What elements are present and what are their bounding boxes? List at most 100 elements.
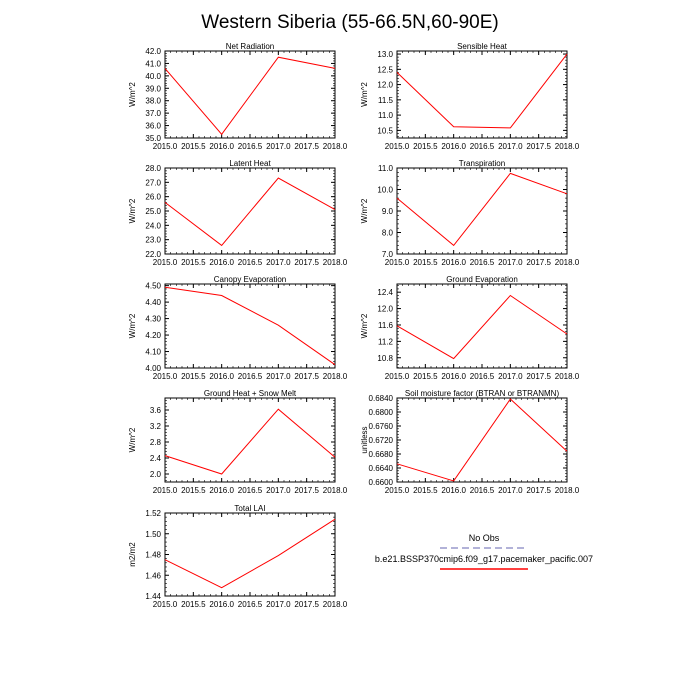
y-tick-label: 2.8	[150, 438, 162, 447]
x-tick-label: 2015.0	[385, 486, 410, 495]
x-tick-label: 2018.0	[555, 142, 580, 151]
figure-title: Western Siberia (55-66.5N,60-90E)	[201, 12, 498, 33]
y-tick-label: 9.0	[382, 207, 394, 216]
y-axis-label: W/m^2	[128, 427, 137, 452]
x-tick-label: 2017.5	[294, 142, 319, 151]
x-tick-label: 2018.0	[555, 258, 580, 267]
x-tick-label: 2015.0	[153, 372, 178, 381]
y-tick-label: 4.40	[145, 298, 161, 307]
y-tick-label: 8.0	[382, 229, 394, 238]
y-tick-label: 36.0	[145, 122, 161, 131]
y-tick-label: 1.50	[145, 530, 161, 539]
y-tick-label: 12.5	[377, 65, 393, 74]
series-line	[164, 56, 336, 136]
x-tick-label: 2017.0	[498, 372, 523, 381]
panel-title: Canopy Evaporation	[214, 275, 287, 284]
series-line	[396, 172, 568, 247]
y-tick-label: 42.0	[145, 47, 161, 56]
y-tick-label: 12.0	[377, 81, 393, 90]
x-tick-label: 2017.0	[266, 142, 291, 151]
x-tick-label: 2015.0	[385, 372, 410, 381]
x-tick-label: 2016.5	[470, 372, 495, 381]
y-tick-label: 11.0	[378, 111, 394, 120]
y-tick-label: 38.0	[145, 97, 161, 106]
x-tick-label: 2016.0	[209, 142, 234, 151]
panel-canopy-evaporation: Canopy Evaporation 2015.0 2015.5 2016.0 2016…	[128, 275, 348, 381]
x-tick-label: 2016.5	[238, 600, 263, 609]
panel-title: Soil moisture factor (BTRAN or BTRANMN)	[405, 389, 560, 398]
y-tick-label: 11.0	[378, 164, 394, 173]
x-tick-label: 2017.0	[266, 486, 291, 495]
x-tick-label: 2017.0	[498, 142, 523, 151]
x-tick-label: 2016.5	[470, 142, 495, 151]
x-tick-label: 2017.0	[266, 600, 291, 609]
x-tick-label: 2018.0	[555, 486, 580, 495]
x-tick-label: 2015.5	[413, 258, 438, 267]
y-tick-label: 0.6640	[369, 464, 394, 473]
x-tick-label: 2015.5	[181, 600, 206, 609]
x-tick-label: 2016.0	[441, 258, 466, 267]
x-tick-label: 2016.5	[238, 372, 263, 381]
y-tick-label: 1.48	[145, 551, 161, 560]
y-axis-label: unitless	[360, 426, 369, 453]
y-tick-label: 0.6720	[369, 436, 394, 445]
y-tick-label: 10.8	[377, 354, 393, 363]
panel-title: Ground Heat + Snow Melt	[204, 389, 297, 398]
y-axis-label: W/m^2	[360, 82, 369, 107]
y-tick-label: 2.0	[150, 470, 162, 479]
y-tick-label: 27.0	[145, 178, 161, 187]
y-tick-label: 11.5	[378, 96, 394, 105]
y-tick-label: 0.6600	[369, 478, 394, 487]
x-tick-label: 2015.0	[153, 486, 178, 495]
y-tick-label: 12.0	[377, 305, 393, 314]
y-tick-label: 7.0	[382, 250, 394, 259]
x-tick-label: 2015.0	[385, 258, 410, 267]
x-tick-label: 2016.0	[441, 142, 466, 151]
y-axis-label: W/m^2	[128, 82, 137, 107]
x-tick-label: 2018.0	[323, 142, 348, 151]
y-axis-label: W/m^2	[128, 313, 137, 338]
x-tick-label: 2015.5	[181, 372, 206, 381]
x-tick-label: 2016.0	[209, 600, 234, 609]
x-tick-label: 2017.5	[294, 258, 319, 267]
panel-title: Sensible Heat	[457, 42, 508, 51]
y-tick-label: 10.0	[377, 186, 393, 195]
y-tick-label: 39.0	[145, 84, 161, 93]
x-tick-label: 2015.5	[181, 486, 206, 495]
y-tick-label: 22.0	[145, 250, 161, 259]
y-tick-label: 0.6760	[369, 422, 394, 431]
panel-title: Ground Evaporation	[446, 275, 518, 284]
x-tick-label: 2015.5	[413, 486, 438, 495]
panel-soil-moisture-factor-btran-or-btranmn: Soil moisture factor (BTRAN or BTRANMN) 2…	[360, 389, 580, 495]
series-line	[164, 518, 336, 589]
x-tick-label: 2017.0	[498, 486, 523, 495]
x-tick-label: 2016.0	[441, 372, 466, 381]
y-tick-label: 3.2	[150, 422, 162, 431]
x-tick-label: 2015.0	[153, 142, 178, 151]
y-tick-label: 13.0	[377, 50, 393, 59]
x-tick-label: 2015.0	[385, 142, 410, 151]
x-tick-label: 2017.5	[526, 142, 551, 151]
x-tick-label: 2017.0	[266, 372, 291, 381]
x-tick-label: 2017.5	[294, 486, 319, 495]
x-tick-label: 2016.5	[238, 142, 263, 151]
y-axis-label: W/m^2	[360, 313, 369, 338]
x-tick-label: 2015.5	[181, 258, 206, 267]
x-tick-label: 2016.5	[238, 258, 263, 267]
y-tick-label: 11.6	[378, 321, 394, 330]
x-tick-label: 2015.0	[153, 600, 178, 609]
y-tick-label: 0.6840	[369, 394, 394, 403]
x-tick-label: 2016.5	[470, 486, 495, 495]
y-tick-label: 1.46	[145, 571, 161, 580]
x-tick-label: 2015.5	[181, 142, 206, 151]
y-tick-label: 41.0	[145, 59, 161, 68]
x-tick-label: 2017.5	[526, 258, 551, 267]
y-tick-label: 25.0	[145, 207, 161, 216]
x-tick-label: 2017.5	[294, 600, 319, 609]
